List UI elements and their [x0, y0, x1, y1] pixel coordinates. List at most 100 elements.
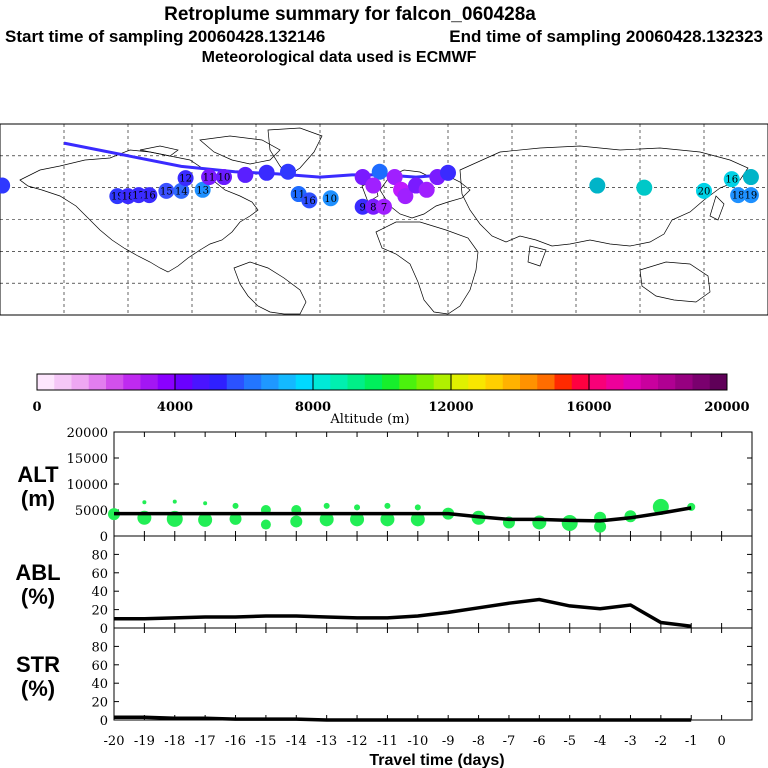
series-line [114, 506, 692, 523]
altitude-dot [323, 502, 330, 509]
plume-dot [636, 179, 653, 196]
altitude-dot [203, 501, 208, 506]
y-axis-unit: (%) [21, 676, 55, 701]
colorbar-cell [485, 374, 504, 390]
x-axis-label: Travel time (days) [369, 752, 504, 768]
colorbar-cell [71, 374, 90, 390]
y-tick-label: 80 [91, 640, 108, 655]
x-tick-label: 0 [717, 734, 725, 749]
altitude-colorbar: 0 4000 8000 12000 16000 20000 Altitude (m) [32, 373, 750, 427]
colorbar-cell [554, 374, 573, 390]
y-tick-label: 20 [91, 696, 108, 711]
map-grid [0, 124, 768, 315]
x-tick-label: -8 [472, 734, 485, 749]
plume-day-label: 20 [698, 186, 711, 197]
colorbar-cell [140, 374, 159, 390]
plume-day-label: 11 [203, 173, 216, 184]
colorbar-tick-label: 12000 [428, 400, 473, 415]
plume-dot [0, 177, 11, 194]
x-tick-label: -17 [195, 734, 216, 749]
colorbar-cell [709, 374, 728, 390]
y-tick-label: 40 [91, 585, 108, 600]
plume-dot [376, 198, 392, 215]
plume-marker: 18 [730, 187, 747, 204]
plume-day-label: 19 [111, 192, 124, 203]
coastlines [19, 127, 749, 315]
plume-marker: 16 [141, 187, 158, 204]
colorbar-cell [606, 374, 624, 390]
plume-day-label: 7 [381, 202, 387, 213]
plume-marker [742, 169, 759, 186]
plume-dot [201, 169, 218, 186]
x-tick-label: -14 [286, 734, 307, 749]
plume-dot [386, 169, 403, 186]
plume-dot [194, 181, 211, 198]
x-tick-label: -7 [503, 734, 516, 749]
x-tick-label: -2 [655, 734, 668, 749]
y-axis-unit: (%) [21, 584, 55, 609]
plume-day-label: 11 [292, 190, 305, 201]
panel-abl: 0 20 40 60 80 ABL(%) [15, 535, 753, 637]
plume-day-label: 16 [143, 191, 156, 202]
colorbar-cell [640, 374, 659, 390]
y-axis-label: ALT [17, 462, 59, 487]
altitude-dot [172, 499, 177, 504]
x-tick-label: -9 [442, 734, 455, 749]
plume-marker [0, 177, 11, 194]
y-tick-label: 40 [91, 677, 108, 692]
plume-dot [158, 182, 175, 199]
plume-marker [280, 163, 296, 180]
colorbar-cell [106, 374, 124, 390]
y-tick-label: 60 [91, 567, 108, 582]
plume-dot [301, 192, 318, 209]
x-tick-label: -20 [104, 734, 125, 749]
colorbar-cell [157, 374, 176, 390]
colorbar-cell [54, 374, 72, 390]
plume-day-label: 18 [122, 192, 135, 203]
y-tick-label: 10000 [67, 478, 108, 493]
series-line [114, 597, 692, 628]
x-tick-label: -18 [164, 734, 185, 749]
colorbar-cell [520, 374, 538, 390]
colorbar-cell [209, 374, 228, 390]
colorbar-cell [692, 374, 711, 390]
x-tick-label: -4 [594, 734, 607, 749]
plume-day-label: 18 [732, 191, 745, 202]
y-tick-label: 20000 [67, 426, 108, 441]
plume-dot [696, 182, 712, 199]
y-tick-label: 20 [91, 604, 108, 619]
figure-title: Retroplume summary for falcon_060428a [164, 4, 536, 25]
colorbar-cell [433, 374, 452, 390]
plume-dot [365, 177, 382, 194]
altitude-dot [142, 500, 147, 505]
plume-day-label: 19 [745, 191, 758, 202]
x-tick-label: -5 [563, 734, 576, 749]
plume-marker [386, 169, 403, 186]
colorbar-cell [261, 374, 279, 390]
colorbar-cell [658, 374, 676, 390]
series-line [114, 715, 692, 722]
colorbar-cell [278, 374, 297, 390]
colorbar-cell [295, 374, 314, 390]
x-tick-label: -19 [134, 734, 155, 749]
y-tick-label: 15000 [67, 452, 108, 467]
altitude-dot [232, 502, 239, 509]
plume-dot [742, 187, 759, 204]
panel-alt: 0 5000 10000 15000 20000 ALT(m) [17, 426, 753, 545]
start-time: Start time of sampling 20060428.132146 [5, 27, 325, 46]
plume-marker [440, 164, 456, 181]
altitude-dot [384, 502, 391, 509]
plume-marker [365, 177, 382, 194]
plume-marker: 11 [201, 169, 218, 186]
altitude-dot [561, 515, 578, 531]
plume-marker: 15 [158, 182, 175, 199]
colorbar-cell [88, 374, 107, 390]
x-tick-label: -11 [377, 734, 398, 749]
altitude-dot [290, 515, 303, 528]
y-tick-label: 5000 [75, 504, 108, 519]
plume-day-label: 8 [370, 202, 376, 213]
colorbar-cell [623, 374, 642, 390]
